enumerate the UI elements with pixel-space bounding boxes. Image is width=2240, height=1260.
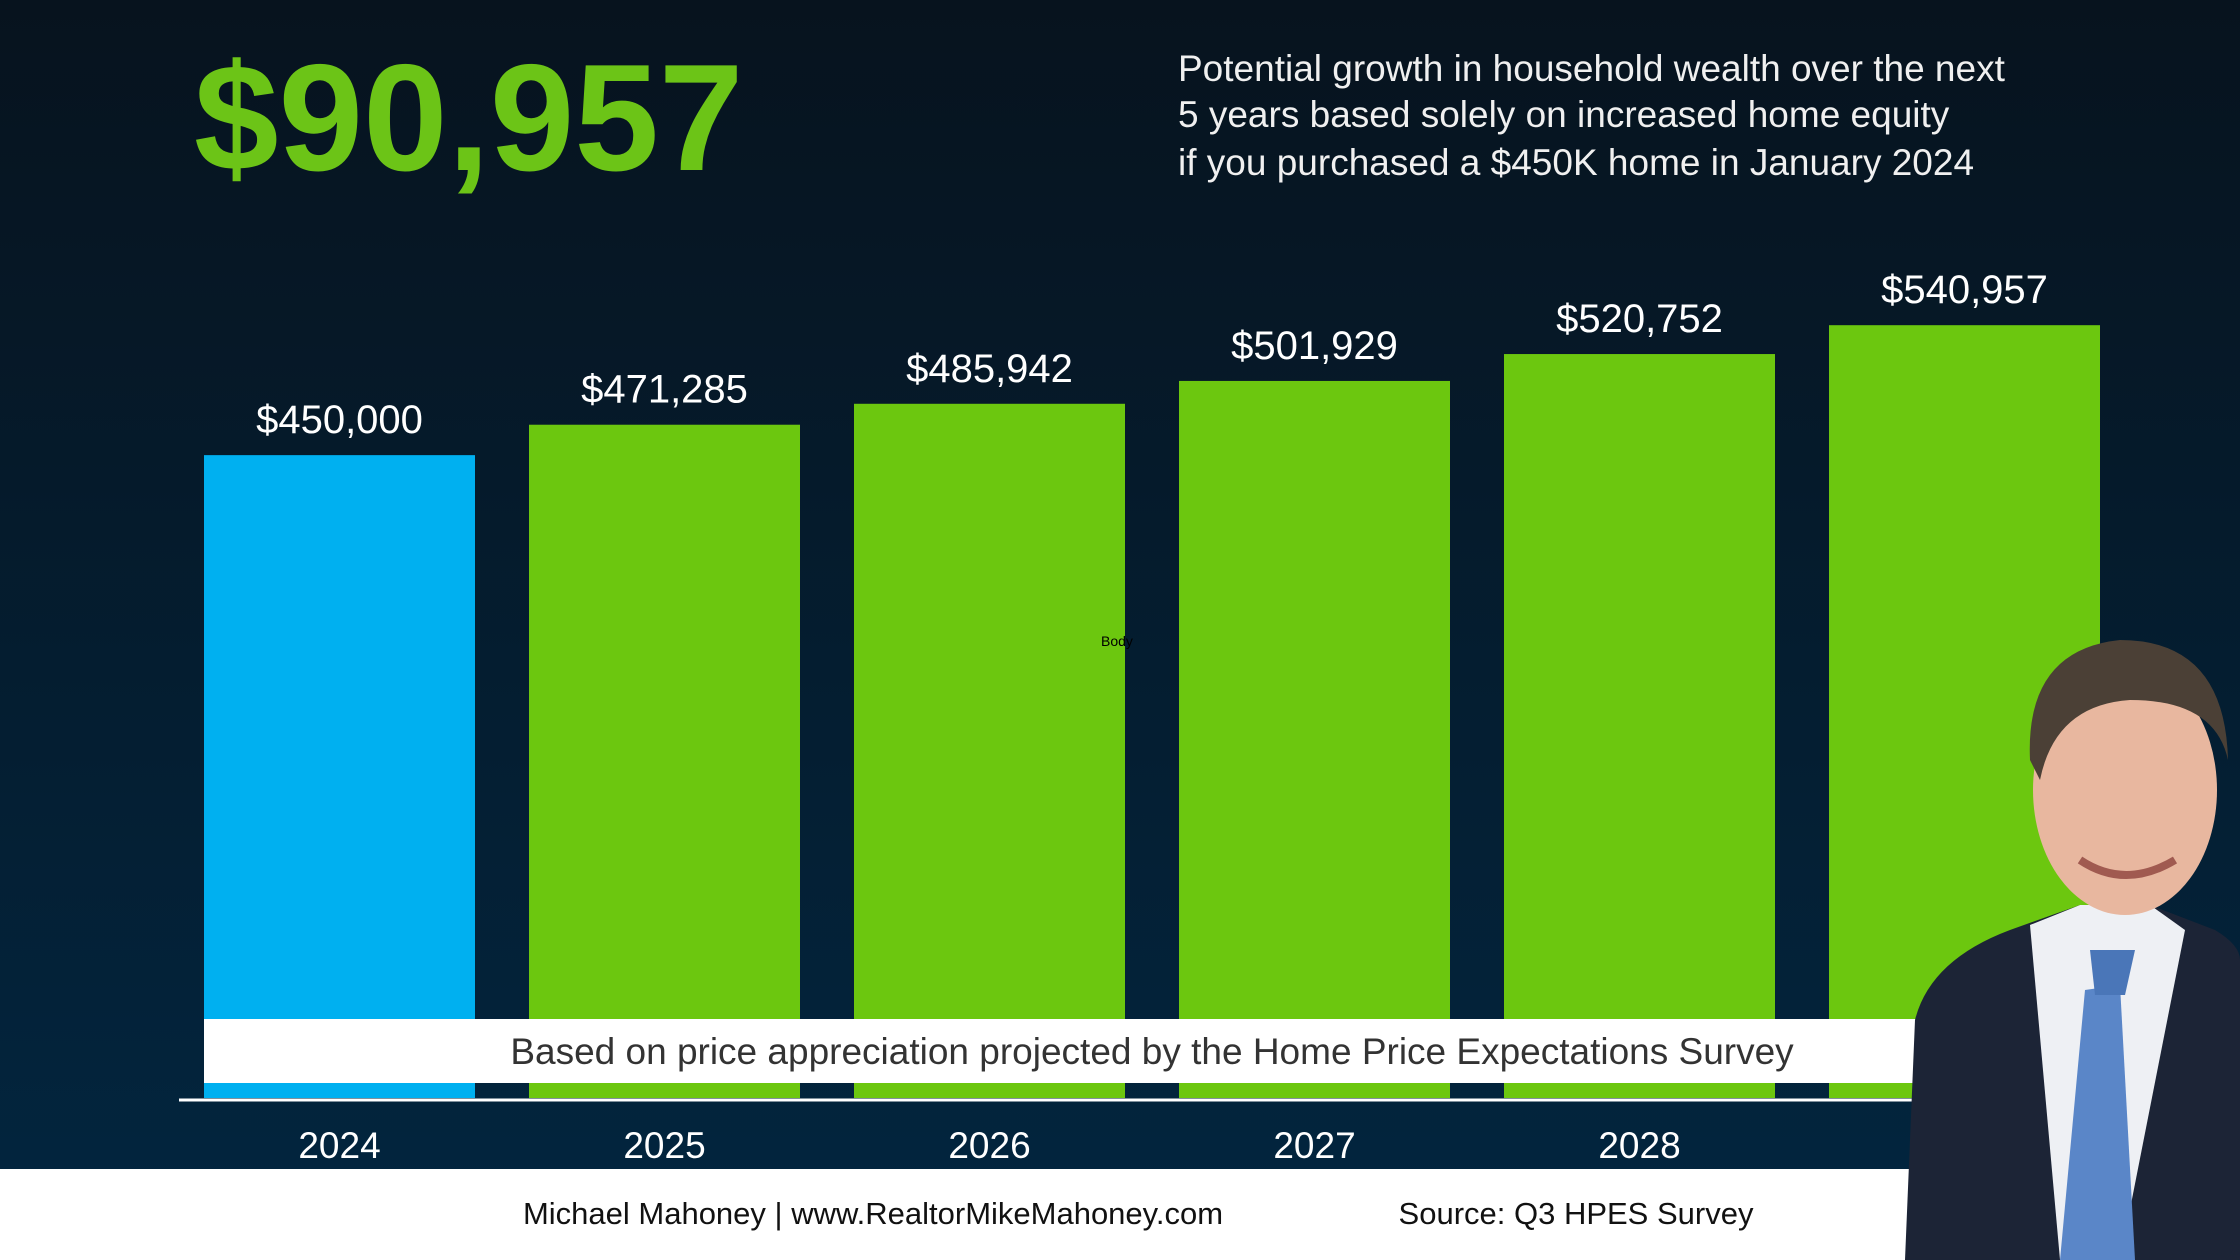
face [2033,665,2217,915]
value-label: $520,752 [1556,297,1723,341]
value-label: $501,929 [1231,324,1398,368]
subtitle-line: Potential growth in household wealth ove… [1178,48,2006,89]
bars: $450,000 $471,285 $485,942 $501,929 $520,752… [204,268,2100,1099]
annotation-banner [204,1019,1916,1083]
x-tick-label: 2024 [298,1125,380,1166]
bar [529,424,800,1098]
value-label: $450,000 [256,398,423,442]
value-label: $471,285 [581,368,748,412]
x-tick-label: 2025 [623,1125,705,1166]
portrait [1905,640,2240,1260]
subtitle-line: if you purchased a $450K home in January… [1178,142,1974,183]
subtitle-line: 5 years based solely on increased home e… [1178,94,1950,135]
hair [2029,640,2228,780]
value-label: $540,957 [1881,268,2048,312]
footer-band [0,1169,2240,1260]
bar [1504,354,1775,1098]
bar [854,403,1125,1098]
footer-credit: Michael Mahoney | www.RealtorMikeMahoney… [523,1196,1223,1231]
x-tick-label: 2026 [948,1125,1030,1166]
tie-knot [2090,950,2135,995]
placeholder: Body [1101,633,1133,649]
bar [204,455,475,1098]
headline: $90,957 [194,33,743,203]
smile [2077,856,2178,879]
x-labels: 2024 2025 2026 2027 2028 [298,1125,1680,1166]
bar [1179,380,1450,1099]
tie [2060,985,2135,1260]
footer-source: Source: Q3 HPES Survey [1399,1196,1754,1231]
x-tick-label: 2028 [1598,1125,1680,1166]
x-tick-label: 2027 [1273,1125,1355,1166]
annotation: Based on price appreciation projected by… [510,1031,1794,1072]
value-label: $485,942 [906,347,1073,391]
